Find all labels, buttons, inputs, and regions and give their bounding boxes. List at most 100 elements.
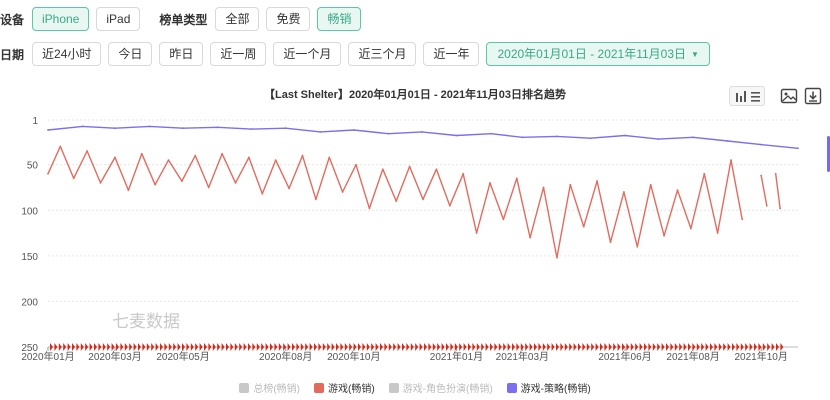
rank-250-marker: [481, 343, 485, 351]
rank-250-marker: [340, 343, 344, 351]
series-point: [582, 225, 585, 228]
rank-250-marker: [54, 343, 58, 351]
rank-250-marker: [261, 343, 265, 351]
series-point: [395, 200, 398, 203]
chevron-down-icon: ▼: [691, 49, 699, 59]
date-week-button[interactable]: 近一周: [210, 42, 267, 66]
rank-250-marker: [758, 343, 762, 351]
date-range-picker[interactable]: 2020年01月01日 - 2021年11月03日 ▼: [486, 42, 710, 66]
series-point: [689, 227, 692, 230]
x-axis: 2020年01月 2020年03月 2020年05月 2020年08月 2020年10月…: [21, 347, 788, 363]
series-point: [194, 154, 197, 157]
series-point: [59, 145, 62, 148]
series-point: [381, 168, 384, 171]
rank-250-marker: [551, 343, 555, 351]
rank-250-marker: [98, 343, 102, 351]
series-point: [221, 152, 224, 155]
rank-250-marker: [639, 343, 643, 351]
rank-250-marker: [679, 343, 683, 351]
list-icon[interactable]: [751, 92, 760, 102]
date-year-button[interactable]: 近一年: [423, 42, 480, 66]
image-icon[interactable]: [779, 86, 799, 106]
series-point: [649, 183, 652, 186]
view-toggle[interactable]: [729, 86, 765, 106]
rank-250-marker: [723, 343, 727, 351]
device-iphone-button[interactable]: iPhone: [32, 7, 90, 31]
series-point: [72, 177, 75, 180]
rank-250-marker: [305, 343, 309, 351]
legend-item[interactable]: 游戏(畅销): [314, 380, 375, 395]
rank-250-marker: [362, 343, 366, 351]
legend-item[interactable]: 游戏-角色扮演(畅销): [388, 380, 493, 395]
device-ipad-button[interactable]: iPad: [96, 7, 141, 31]
legend-item[interactable]: 游戏-策略(畅销): [506, 380, 591, 395]
date-3month-button[interactable]: 近三个月: [348, 42, 417, 66]
series-point: [314, 198, 317, 201]
series-point: [765, 204, 768, 207]
rank-250-marker: [138, 343, 141, 351]
rank-250-marker: [72, 343, 75, 351]
rank-250-marker: [705, 343, 709, 351]
rank-250-marker: [111, 343, 115, 351]
rank-250-marker: [239, 343, 243, 351]
series-point: [341, 191, 344, 193]
rank-250-marker: [498, 343, 502, 351]
rank-250-marker: [701, 343, 705, 351]
rank-250-marker: [226, 343, 229, 351]
rank-250-marker: [349, 343, 353, 351]
rank-250-marker: [107, 343, 111, 351]
series-point: [148, 125, 151, 128]
board-grossing-button[interactable]: 畅销: [317, 7, 362, 31]
rank-250-marker: [331, 343, 335, 351]
rank-250-marker: [296, 343, 300, 351]
side-feedback-tab[interactable]: [827, 136, 830, 172]
date-today-button[interactable]: 今日: [108, 42, 153, 66]
download-icon[interactable]: [803, 86, 823, 106]
series-point: [760, 174, 763, 177]
rank-250-marker: [160, 343, 163, 351]
bar-chart-icon[interactable]: [736, 91, 746, 102]
rank-250-marker: [182, 343, 185, 351]
rank-250-marker: [102, 343, 106, 351]
rank-250-marker: [626, 343, 630, 351]
rank-250-marker: [63, 343, 67, 351]
series-point: [475, 232, 478, 234]
rank-250-marker: [688, 343, 691, 351]
rank-250-marker: [503, 343, 507, 351]
rank-250-marker: [393, 343, 397, 351]
series-point: [589, 137, 592, 140]
series-point: [676, 189, 679, 192]
rank-250-marker: [556, 343, 559, 351]
x-tick-label: 2020年05月: [156, 350, 209, 363]
date-24h-button[interactable]: 近24小时: [32, 42, 102, 66]
series-point: [596, 180, 599, 182]
series-point: [774, 172, 777, 175]
board-all-button[interactable]: 全部: [215, 7, 260, 31]
date-month-button[interactable]: 近一个月: [273, 42, 342, 66]
rank-250-marker: [353, 343, 357, 351]
date-yesterday-button[interactable]: 昨日: [159, 42, 204, 66]
y-tick-label: 200: [21, 297, 38, 308]
series-point: [462, 172, 465, 175]
series-point: [542, 186, 545, 189]
rank-250-marker: [490, 343, 493, 351]
rank-250-marker: [459, 343, 463, 351]
rank-250-marker: [516, 343, 520, 351]
series-point: [387, 132, 390, 135]
board-type-label: 榜单类型: [159, 12, 208, 27]
rank-250-marker: [582, 343, 586, 351]
rank-250-marker: [727, 343, 731, 351]
filter-row-date: 日期 近24小时 今日 昨日 近一周 近一个月 近三个月 近一年 2020年01…: [0, 42, 717, 66]
x-tick-label: 2021年03月: [496, 350, 549, 363]
rank-250-marker: [476, 343, 480, 351]
rank-250-marker: [292, 343, 295, 351]
legend-item[interactable]: 总榜(畅销): [239, 380, 300, 395]
rank-250-marker: [608, 343, 612, 351]
series-point: [182, 127, 184, 130]
rank-250-marker: [344, 343, 348, 351]
series-point: [81, 125, 84, 128]
rank-250-marker: [327, 343, 331, 351]
rank-250-marker: [85, 343, 89, 351]
series-point: [114, 156, 116, 159]
board-free-button[interactable]: 免费: [266, 7, 311, 31]
